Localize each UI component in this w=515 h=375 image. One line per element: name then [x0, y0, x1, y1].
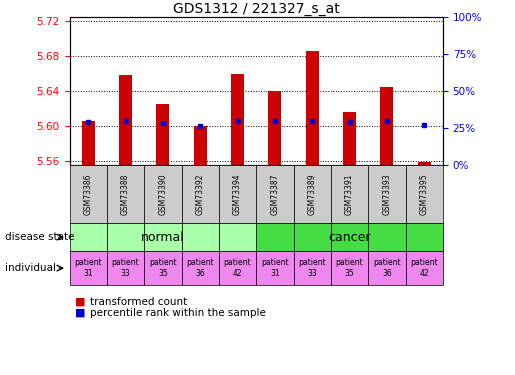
Text: patient
42: patient 42 [410, 258, 438, 278]
Bar [343, 112, 356, 165]
Text: GSM73390: GSM73390 [159, 173, 167, 215]
Text: patient
35: patient 35 [149, 258, 177, 278]
Bar [182, 251, 219, 285]
Text: individual: individual [5, 263, 56, 273]
Text: GSM73394: GSM73394 [233, 173, 242, 215]
Text: normal: normal [141, 231, 185, 244]
Text: GSM73392: GSM73392 [196, 173, 204, 215]
Text: GSM73389: GSM73389 [308, 173, 317, 215]
Bar [368, 251, 406, 285]
Text: GSM73391: GSM73391 [345, 173, 354, 215]
Bar [70, 251, 107, 285]
Text: patient
33: patient 33 [112, 258, 140, 278]
Bar [381, 87, 393, 165]
Bar [306, 51, 319, 165]
Bar [70, 165, 107, 223]
Bar [256, 165, 294, 223]
Text: disease state: disease state [5, 232, 75, 242]
Bar [107, 165, 144, 223]
Bar [182, 223, 219, 251]
Text: ■: ■ [75, 297, 85, 307]
Text: GSM73388: GSM73388 [121, 173, 130, 215]
Bar [256, 223, 294, 251]
Bar [182, 165, 219, 223]
Text: patient
33: patient 33 [298, 258, 326, 278]
Bar [368, 165, 406, 223]
Bar [157, 104, 169, 165]
Text: transformed count: transformed count [90, 297, 187, 307]
Bar [144, 223, 181, 251]
Bar [406, 251, 443, 285]
Bar [144, 165, 181, 223]
Text: patient
42: patient 42 [224, 258, 251, 278]
Bar [119, 75, 132, 165]
Bar [107, 251, 144, 285]
Bar [331, 251, 368, 285]
Bar [256, 251, 294, 285]
Text: patient
36: patient 36 [186, 258, 214, 278]
Text: patient
31: patient 31 [74, 258, 102, 278]
Bar [82, 122, 95, 165]
Bar [268, 91, 281, 165]
Bar [331, 165, 368, 223]
Bar [368, 223, 406, 251]
Text: GSM73386: GSM73386 [84, 173, 93, 215]
Text: patient
36: patient 36 [373, 258, 401, 278]
Text: GSM73395: GSM73395 [420, 173, 428, 215]
Bar [406, 223, 443, 251]
Bar [219, 223, 256, 251]
Bar [331, 223, 368, 251]
Bar [219, 251, 256, 285]
Text: cancer: cancer [328, 231, 371, 244]
Bar [231, 74, 244, 165]
Bar [294, 223, 331, 251]
Text: percentile rank within the sample: percentile rank within the sample [90, 308, 266, 318]
Text: patient
31: patient 31 [261, 258, 289, 278]
Bar [144, 251, 181, 285]
Bar [294, 251, 331, 285]
Bar [219, 165, 256, 223]
Bar [194, 126, 207, 165]
Bar [406, 165, 443, 223]
Text: ■: ■ [75, 308, 85, 318]
Bar [70, 223, 107, 251]
Text: patient
35: patient 35 [336, 258, 364, 278]
Bar [418, 162, 431, 165]
Title: GDS1312 / 221327_s_at: GDS1312 / 221327_s_at [173, 2, 339, 16]
Bar [107, 223, 144, 251]
Text: GSM73387: GSM73387 [270, 173, 279, 215]
Text: GSM73393: GSM73393 [383, 173, 391, 215]
Bar [294, 165, 331, 223]
